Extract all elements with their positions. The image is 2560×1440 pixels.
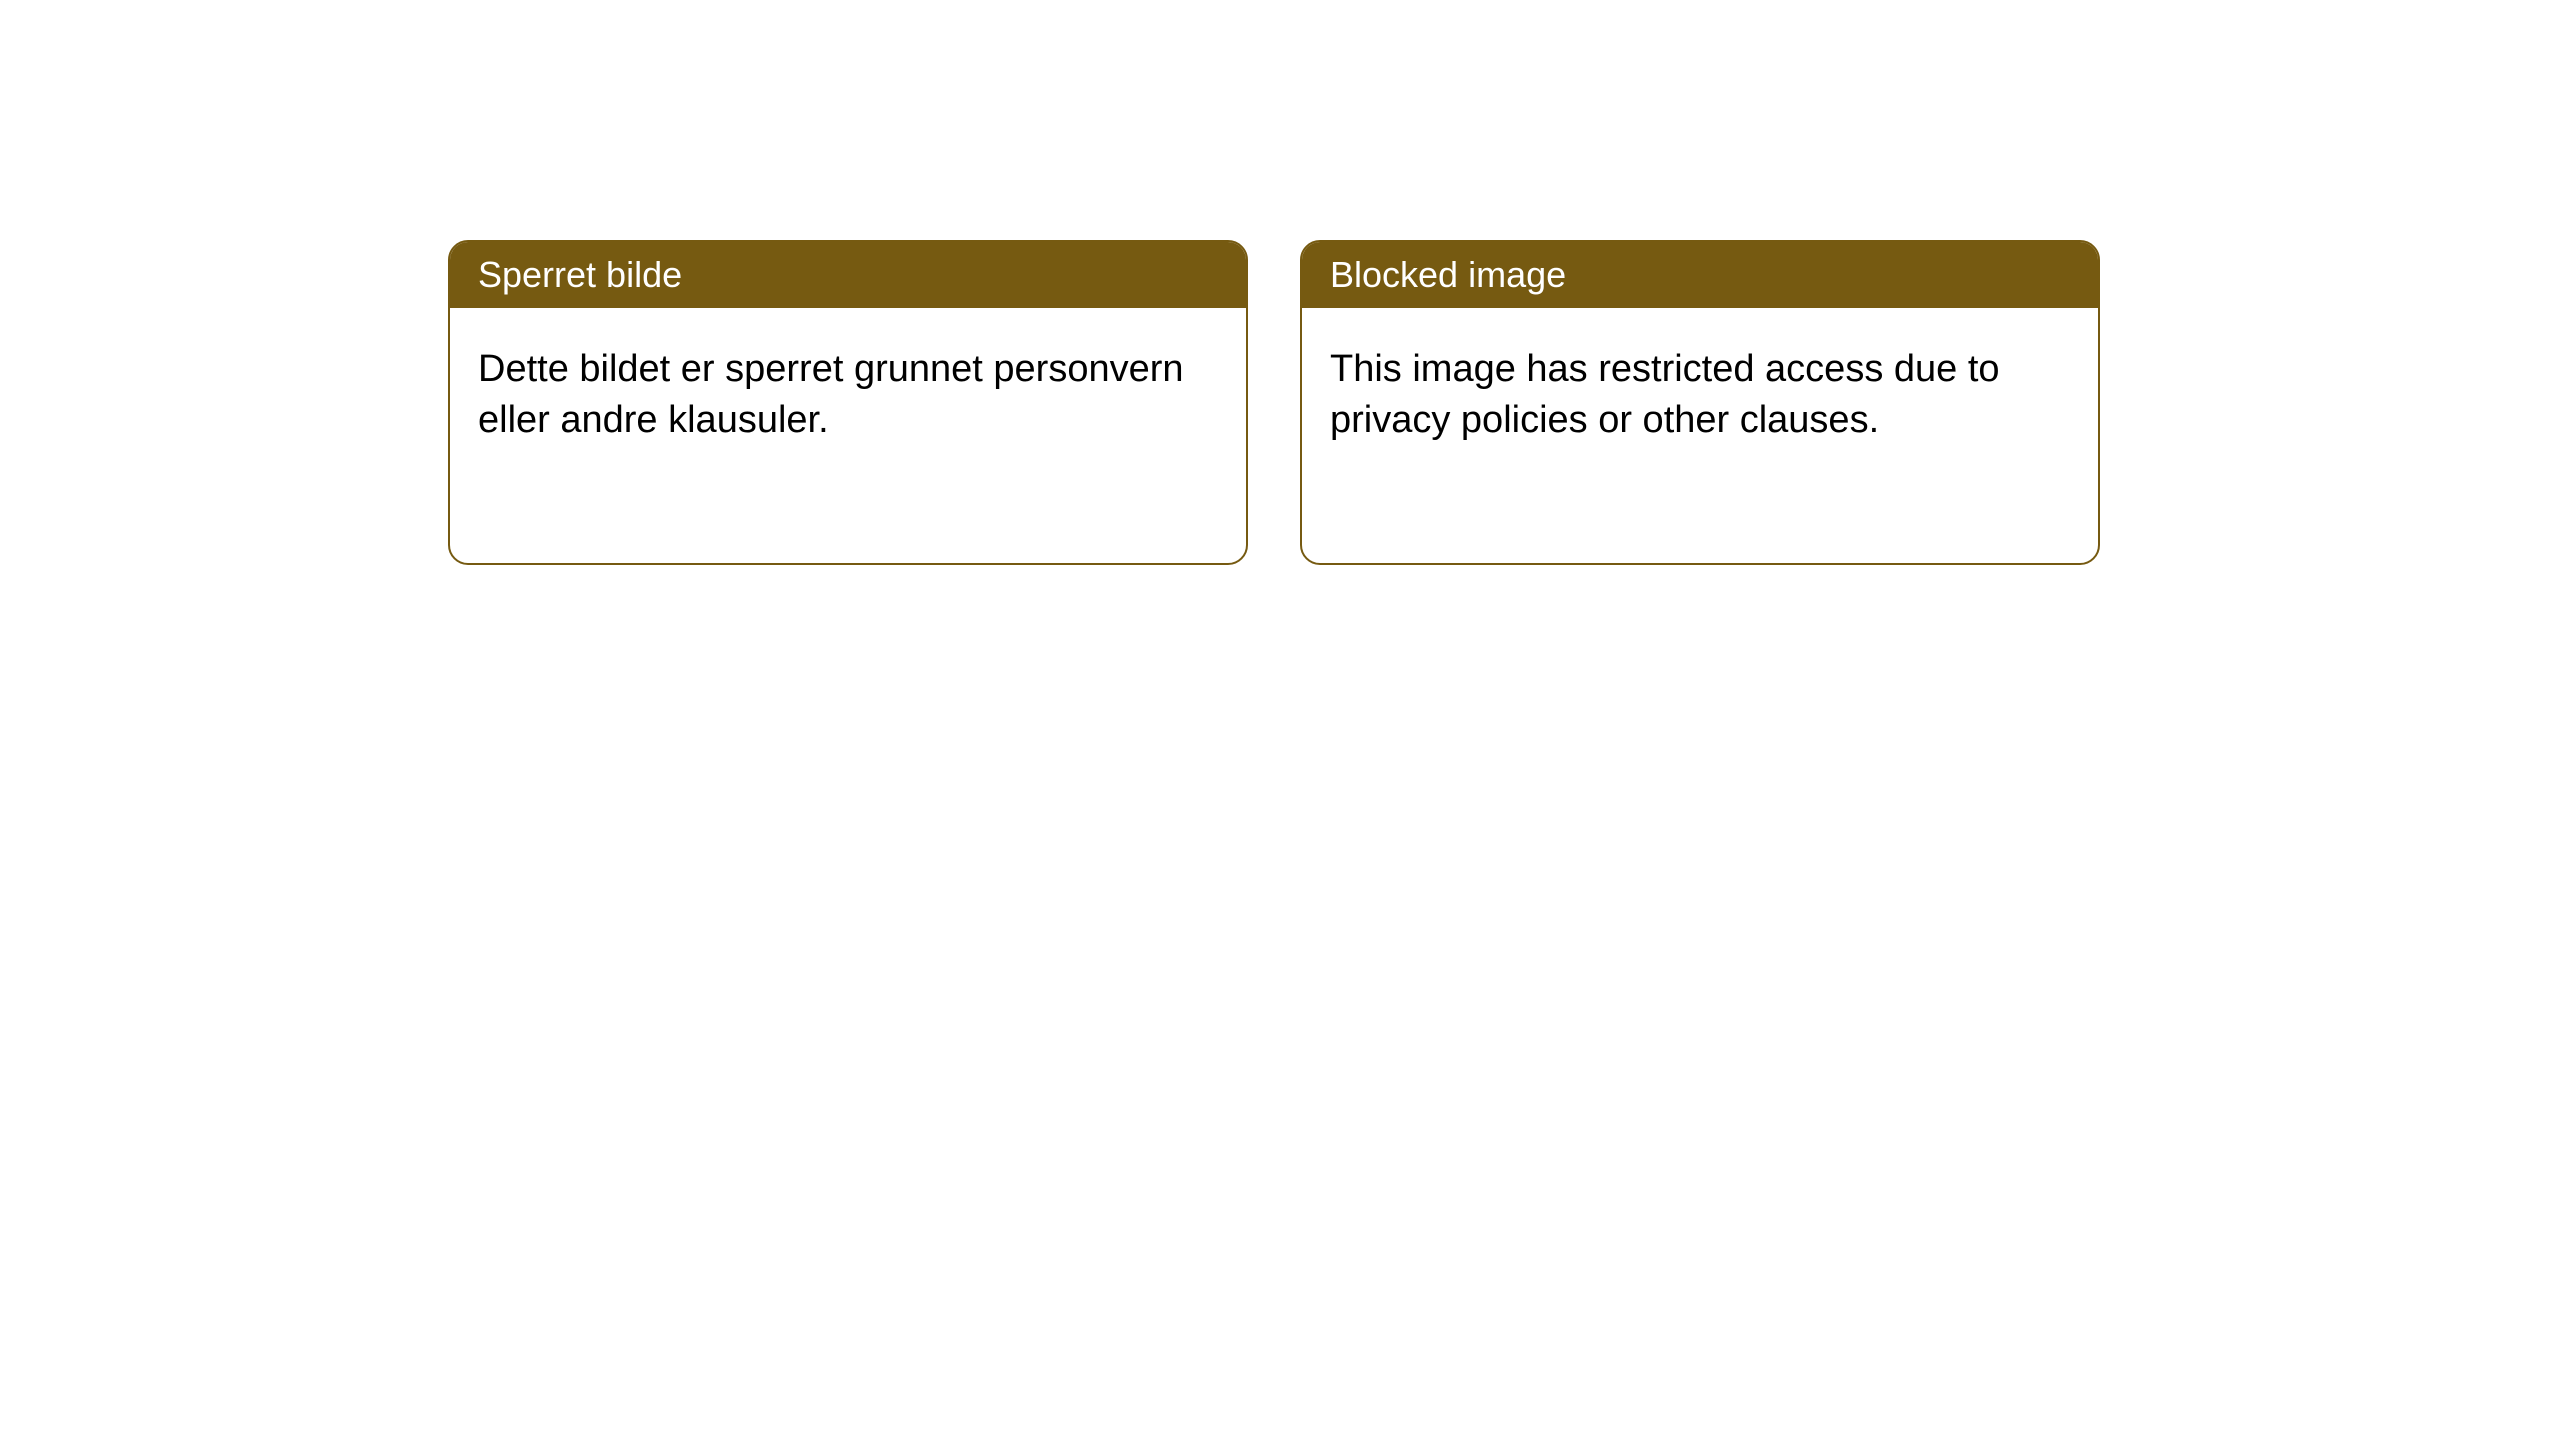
notice-message: This image has restricted access due to …	[1330, 348, 2000, 441]
notice-card-body: This image has restricted access due to …	[1302, 308, 2098, 563]
notice-card-norwegian: Sperret bilde Dette bildet er sperret gr…	[448, 240, 1248, 565]
notice-message: Dette bildet er sperret grunnet personve…	[478, 348, 1184, 441]
notice-title: Sperret bilde	[478, 254, 682, 295]
notice-card-body: Dette bildet er sperret grunnet personve…	[450, 308, 1246, 563]
notice-card-header: Sperret bilde	[450, 242, 1246, 308]
notice-title: Blocked image	[1330, 254, 1566, 295]
notice-card-header: Blocked image	[1302, 242, 2098, 308]
notice-container: Sperret bilde Dette bildet er sperret gr…	[448, 240, 2100, 565]
notice-card-english: Blocked image This image has restricted …	[1300, 240, 2100, 565]
